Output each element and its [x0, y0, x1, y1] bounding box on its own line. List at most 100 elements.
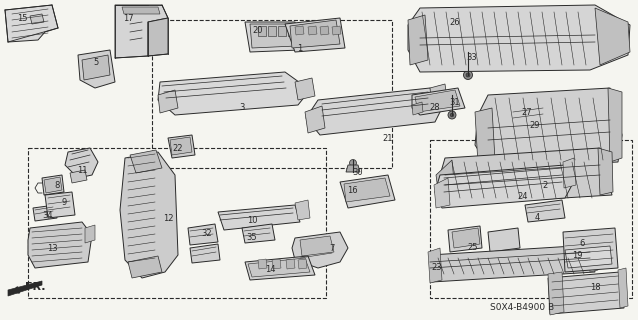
Text: 22: 22	[173, 143, 183, 153]
Polygon shape	[290, 20, 340, 48]
Text: 27: 27	[522, 108, 532, 116]
Polygon shape	[85, 225, 95, 243]
Polygon shape	[563, 158, 576, 188]
Polygon shape	[190, 244, 220, 263]
Polygon shape	[158, 72, 310, 115]
Circle shape	[450, 113, 454, 117]
Text: 3: 3	[239, 102, 245, 111]
Text: 6: 6	[579, 238, 584, 247]
Text: 12: 12	[163, 213, 174, 222]
Polygon shape	[268, 26, 276, 36]
Polygon shape	[82, 55, 110, 80]
Circle shape	[463, 70, 473, 79]
Polygon shape	[30, 14, 44, 24]
Circle shape	[583, 245, 593, 255]
Polygon shape	[245, 22, 300, 52]
Polygon shape	[248, 258, 310, 277]
Circle shape	[448, 111, 456, 119]
Polygon shape	[158, 90, 178, 113]
Polygon shape	[608, 88, 622, 162]
Circle shape	[466, 73, 470, 77]
Text: 31: 31	[450, 98, 460, 107]
Polygon shape	[278, 26, 286, 36]
Polygon shape	[188, 224, 218, 245]
Text: 10: 10	[247, 215, 257, 225]
Text: 15: 15	[17, 13, 27, 22]
Polygon shape	[288, 26, 296, 36]
Polygon shape	[588, 240, 598, 272]
Bar	[152, 20, 392, 168]
Polygon shape	[128, 256, 162, 278]
Circle shape	[92, 64, 100, 72]
Polygon shape	[434, 178, 450, 208]
Polygon shape	[488, 228, 520, 252]
Text: 16: 16	[346, 186, 357, 195]
Text: 29: 29	[530, 121, 540, 130]
Bar	[430, 140, 632, 298]
Polygon shape	[308, 26, 317, 35]
Text: 19: 19	[572, 251, 582, 260]
Polygon shape	[8, 281, 42, 296]
Polygon shape	[285, 18, 345, 52]
Polygon shape	[258, 26, 266, 36]
Text: 23: 23	[432, 263, 442, 273]
Polygon shape	[65, 148, 98, 178]
Polygon shape	[332, 26, 341, 35]
Bar	[28, 148, 326, 298]
Text: 34: 34	[43, 211, 54, 220]
Polygon shape	[295, 78, 315, 100]
Polygon shape	[292, 232, 348, 268]
Polygon shape	[430, 84, 448, 110]
Polygon shape	[598, 148, 613, 195]
Polygon shape	[436, 160, 456, 205]
Text: 33: 33	[466, 52, 477, 61]
Text: 5: 5	[93, 58, 99, 67]
Text: 17: 17	[122, 13, 133, 22]
Polygon shape	[168, 135, 195, 158]
Circle shape	[350, 159, 357, 166]
Polygon shape	[242, 224, 275, 243]
Polygon shape	[295, 200, 310, 220]
Text: 18: 18	[590, 283, 600, 292]
Text: 13: 13	[47, 244, 57, 252]
Circle shape	[178, 143, 186, 151]
Text: 28: 28	[429, 102, 440, 111]
Text: 11: 11	[77, 165, 87, 174]
Polygon shape	[298, 259, 307, 269]
Text: 20: 20	[253, 26, 263, 35]
Circle shape	[500, 137, 510, 147]
Circle shape	[496, 236, 504, 244]
Text: 25: 25	[468, 243, 478, 252]
Polygon shape	[475, 108, 495, 165]
Polygon shape	[218, 205, 300, 230]
Polygon shape	[148, 18, 168, 56]
Polygon shape	[286, 259, 295, 269]
Polygon shape	[295, 26, 304, 35]
Polygon shape	[448, 226, 482, 252]
Text: 1: 1	[297, 44, 302, 52]
Polygon shape	[42, 175, 64, 195]
Polygon shape	[130, 150, 162, 173]
Polygon shape	[122, 7, 160, 14]
Polygon shape	[344, 178, 390, 202]
Text: 32: 32	[202, 228, 212, 237]
Text: 4: 4	[535, 212, 540, 221]
Circle shape	[156, 34, 161, 38]
Polygon shape	[115, 5, 168, 58]
Polygon shape	[28, 222, 92, 268]
Polygon shape	[525, 200, 565, 222]
Polygon shape	[45, 192, 75, 218]
Polygon shape	[510, 104, 548, 128]
Circle shape	[313, 245, 318, 251]
Polygon shape	[408, 15, 428, 65]
Polygon shape	[412, 102, 423, 115]
Text: 2: 2	[542, 180, 547, 189]
Text: FR.: FR.	[25, 282, 45, 292]
Circle shape	[516, 136, 524, 144]
Circle shape	[310, 243, 320, 253]
Polygon shape	[548, 272, 624, 314]
Polygon shape	[415, 90, 460, 112]
Polygon shape	[428, 248, 442, 283]
Polygon shape	[245, 256, 315, 280]
Text: 9: 9	[61, 197, 66, 206]
